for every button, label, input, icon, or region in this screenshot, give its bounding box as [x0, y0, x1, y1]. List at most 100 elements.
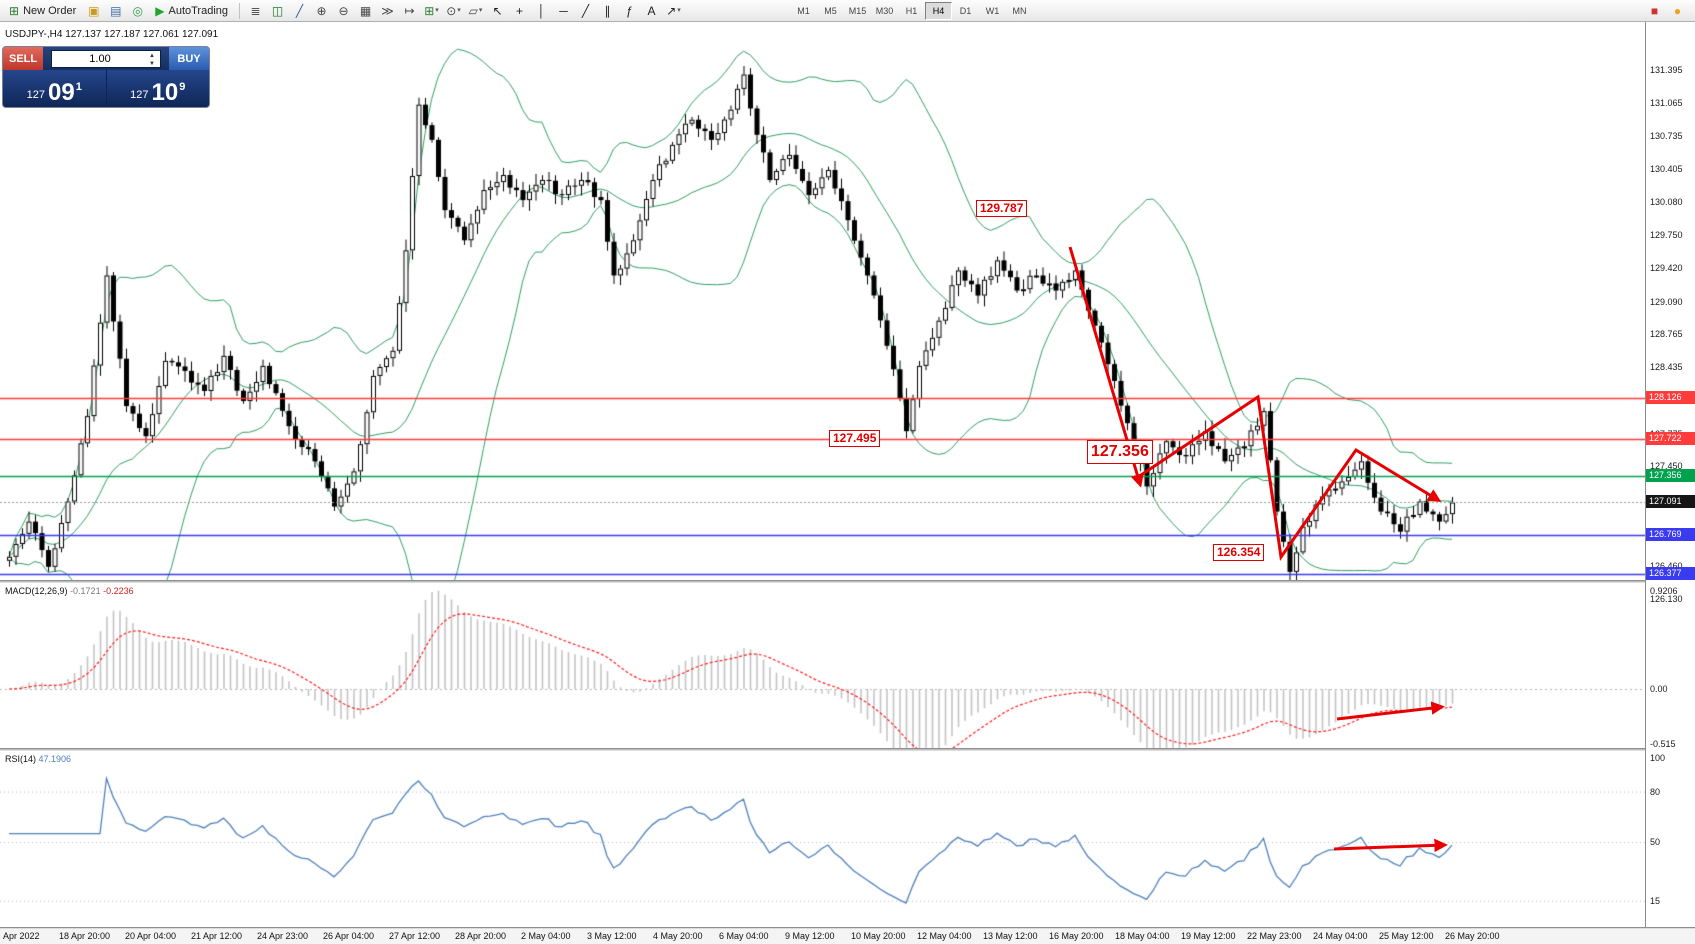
autotrading-label: AutoTrading: [168, 4, 229, 17]
toolbar-chart-tools: ≣ ◫ ╱ ⊕ ⊖ ▦ ≫ ↦ ⊞ ▾ ⊙ ▾ ▱ ▾ ↖ + │ ─ ╱ ∥ ƒ A ↗ ▾: [245, 1, 684, 20]
zoom-out-icon[interactable]: ⊖: [333, 1, 354, 20]
sell-button[interactable]: SELL: [3, 47, 43, 70]
lot-increase-button[interactable]: ▲: [149, 52, 155, 59]
rsi-name: RSI(14): [5, 754, 37, 764]
rsi-panel-canvas[interactable]: [0, 751, 1645, 927]
time-tick: 26 May 20:00: [1445, 931, 1500, 941]
autotrading-icon: ▶: [155, 3, 165, 18]
autotrading-button[interactable]: ▶ AutoTrading: [149, 1, 234, 20]
price-tick: 127.450: [1650, 461, 1683, 472]
tile-windows-icon[interactable]: ▦: [355, 1, 376, 20]
sell-price-pip: 1: [75, 81, 82, 93]
panel-splitter[interactable]: [0, 927, 1695, 929]
time-tick: 3 May 12:00: [587, 931, 637, 941]
price-callout-label: 129.787: [976, 200, 1028, 217]
lot-size-input[interactable]: [51, 49, 161, 68]
new-order-button[interactable]: ⊞ New Order: [3, 1, 82, 20]
crosshair-icon[interactable]: +: [509, 1, 530, 20]
zoom-in-icon[interactable]: ⊕: [311, 1, 332, 20]
panel-splitter[interactable]: [0, 580, 1695, 583]
price-level-label: 128.126: [1646, 391, 1695, 405]
price-level-label: 127.356: [1646, 468, 1695, 482]
new-chart-icon: ⊞: [424, 3, 435, 18]
lot-decrease-button[interactable]: ▼: [149, 60, 155, 67]
new-chart-icon[interactable]: ⊞ ▾: [421, 1, 442, 20]
rsi-axis-label: 100: [1650, 753, 1666, 763]
timeframe-m30-button[interactable]: M30: [871, 2, 898, 20]
macd-axis-label: -0.515: [1650, 738, 1676, 749]
lot-size-field: ▲ ▼: [43, 49, 169, 68]
community-icon[interactable]: ●: [1667, 1, 1688, 20]
time-tick: 6 May 04:00: [719, 931, 769, 941]
templates-icon[interactable]: ▱ ▾: [465, 1, 486, 20]
navigator-icon: ◎: [132, 3, 143, 18]
vertical-line-icon[interactable]: │: [531, 1, 552, 20]
buy-price-display[interactable]: 127 10 9: [106, 70, 209, 107]
profiles-icon: ⊙: [446, 3, 457, 18]
trade-panel-prices: 127 09 1 127 10 9: [3, 70, 209, 107]
line-chart-icon: ╱: [295, 3, 304, 18]
time-tick: 10 May 20:00: [851, 931, 906, 941]
toolbar-separator: [239, 2, 241, 19]
cursor-icon: ↖: [492, 3, 503, 18]
text-icon[interactable]: A: [641, 1, 662, 20]
timeframe-m1-button[interactable]: M1: [790, 2, 817, 20]
timeframe-h1-button[interactable]: H1: [898, 2, 925, 20]
sell-price-prefix: 127: [26, 89, 46, 101]
horizontal-line-icon[interactable]: ─: [553, 1, 574, 20]
fibonacci-icon[interactable]: ƒ: [619, 1, 640, 20]
rsi-axis-label: 15: [1650, 895, 1661, 906]
buy-price-prefix: 127: [130, 89, 149, 101]
buy-button[interactable]: BUY: [169, 47, 209, 70]
time-tick: 16 May 20:00: [1049, 931, 1104, 941]
trendline-icon: ╱: [581, 3, 590, 18]
time-tick: 13 May 12:00: [983, 931, 1038, 941]
time-tick: 20 Apr 04:00: [125, 931, 177, 941]
arrows-tool-icon[interactable]: ↗ ▾: [663, 1, 684, 20]
macd-panel-canvas[interactable]: [0, 583, 1645, 748]
timeframe-m5-button[interactable]: M5: [817, 2, 844, 20]
toolbar: ⊞ New Order ▣ ▤ ◎ ▶ AutoTrading ≣ ◫ ╱ ⊕ ⊖ ▦ ≫ ↦ ⊞ ▾…: [0, 0, 1695, 22]
charts-icon[interactable]: ▣: [83, 1, 104, 20]
toolbar-left-icons: ▣ ▤ ◎: [83, 1, 148, 20]
macd-header: MACD(12,26,9) -0.1721 -0.2236: [5, 586, 134, 596]
market-watch-icon[interactable]: ▤: [105, 1, 126, 20]
timeframe-mn-button[interactable]: MN: [1006, 2, 1033, 20]
time-axis[interactable]: Apr 2022 18 Apr 20:00 20 Apr 04:00 21 Apr 1…: [0, 929, 1695, 944]
line-chart-icon[interactable]: ╱: [289, 1, 310, 20]
price-tick: 126.460: [1650, 560, 1683, 571]
auto-scroll-icon[interactable]: ≫: [377, 1, 398, 20]
cursor-icon[interactable]: ↖: [487, 1, 508, 20]
price-axis[interactable]: 131.395 131.065 130.735 130.405 130.080 129.7…: [1645, 22, 1695, 927]
navigator-icon[interactable]: ◎: [127, 1, 148, 20]
price-tick: 128.765: [1650, 329, 1683, 340]
timeframe-m15-button[interactable]: M15: [844, 2, 871, 20]
time-tick: 4 May 20:00: [653, 931, 703, 941]
channel-icon[interactable]: ∥: [597, 1, 618, 20]
one-click-trading-panel: SELL ▲ ▼ BUY 127 09 1 127 10 9: [3, 47, 209, 107]
price-level-label: 127.091: [1646, 495, 1695, 509]
macd-axis-label: 0.9206: [1650, 585, 1678, 596]
candlestick-chart-icon[interactable]: ◫: [267, 1, 288, 20]
trendline-icon[interactable]: ╱: [575, 1, 596, 20]
sell-price-display[interactable]: 127 09 1: [3, 70, 106, 107]
time-tick: Apr 2022: [3, 931, 40, 941]
chart-shift-icon[interactable]: ↦: [399, 1, 420, 20]
price-callout-label: 127.495: [829, 430, 881, 447]
alert-icon[interactable]: ■: [1644, 1, 1665, 20]
timeframe-d1-button[interactable]: D1: [952, 2, 979, 20]
timeframe-h4-button[interactable]: H4: [925, 1, 953, 20]
templates-icon: ▱: [468, 3, 478, 18]
profiles-icon[interactable]: ⊙ ▾: [443, 1, 464, 20]
buy-price-pip: 9: [179, 81, 186, 93]
main-chart-canvas[interactable]: [0, 22, 1645, 580]
timeframe-w1-button[interactable]: W1: [979, 2, 1006, 20]
trade-panel-controls: SELL ▲ ▼ BUY: [3, 47, 209, 70]
new-order-label: New Order: [23, 4, 77, 17]
candlestick-chart-icon: ◫: [271, 3, 284, 18]
community-icon: ●: [1673, 3, 1682, 18]
panel-splitter[interactable]: [0, 748, 1695, 751]
bar-chart-icon[interactable]: ≣: [245, 1, 266, 20]
time-tick: 18 May 04:00: [1115, 931, 1170, 941]
lot-size-spinner: ▲ ▼: [149, 52, 155, 68]
